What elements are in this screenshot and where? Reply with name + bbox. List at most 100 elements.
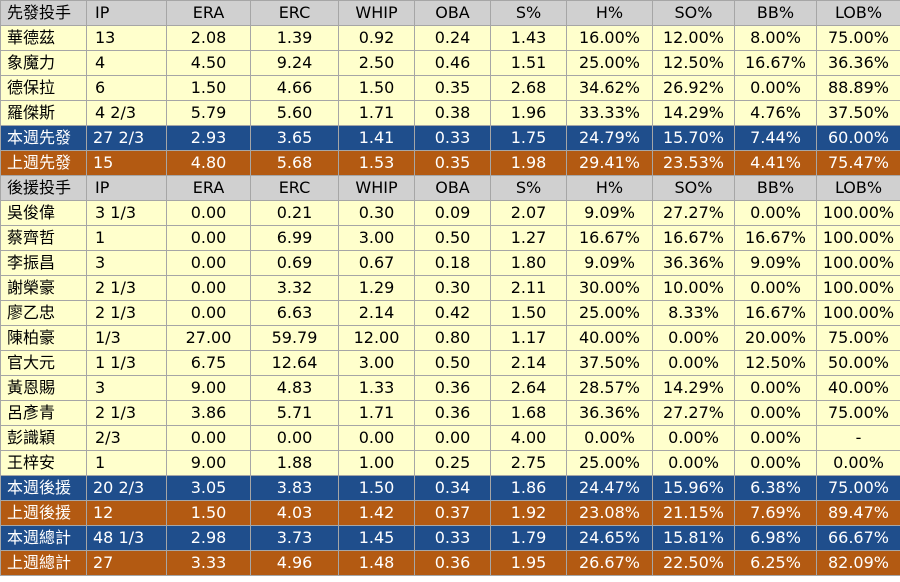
cell-whip: 0.00 <box>338 425 415 451</box>
cell-s-pct: 1.96 <box>490 100 567 126</box>
cell-erc: 5.68 <box>250 150 339 176</box>
cell-erc: 0.00 <box>250 425 339 451</box>
cell-era: ERA <box>166 175 251 201</box>
cell-lob-pct: 37.50% <box>816 100 900 126</box>
cell-bb-pct: 7.69% <box>734 500 817 526</box>
cell-ip: 13 <box>86 25 167 51</box>
cell-oba: 0.25 <box>414 450 491 476</box>
cell-erc: 5.71 <box>250 400 339 426</box>
cell-whip: 1.50 <box>338 475 415 501</box>
cell-ip: 48 1/3 <box>86 525 167 551</box>
cell-oba: 0.80 <box>414 325 491 351</box>
cell-oba: 0.18 <box>414 250 491 276</box>
cell-h-pct: 24.79% <box>566 125 653 151</box>
cell-lob-pct: 100.00% <box>816 225 900 251</box>
starter-row: 德保拉 6 1.50 4.66 1.50 0.35 2.68 34.62% 26.92% 0.00… <box>0 75 900 101</box>
cell-oba: OBA <box>414 175 491 201</box>
cell-lob-pct: 75.00% <box>816 475 900 501</box>
cell-name: 呂彥青 <box>0 400 87 426</box>
starters-last-week-row: 上週先發 15 4.80 5.68 1.53 0.35 1.98 29.41% 23.53% 4.… <box>0 150 900 176</box>
totals-last-week-row: 上週總計 27 3.33 4.96 1.48 0.36 1.95 26.67% 22.50% 6.… <box>0 550 900 576</box>
cell-whip: 1.41 <box>338 125 415 151</box>
cell-ip: 1 <box>86 225 167 251</box>
cell-name: 華德茲 <box>0 25 87 51</box>
cell-s-pct: 1.98 <box>490 150 567 176</box>
cell-ip: 6 <box>86 75 167 101</box>
cell-era: 0.00 <box>166 225 251 251</box>
cell-era: 2.98 <box>166 525 251 551</box>
cell-oba: 0.36 <box>414 550 491 576</box>
cell-oba: 0.50 <box>414 225 491 251</box>
cell-so-pct: 26.92% <box>652 75 735 101</box>
cell-erc: 59.79 <box>250 325 339 351</box>
cell-name: 彭識穎 <box>0 425 87 451</box>
cell-name: 本週後援 <box>0 475 87 501</box>
cell-name: 象魔力 <box>0 50 87 76</box>
cell-era: 0.00 <box>166 200 251 226</box>
cell-ip: 27 2/3 <box>86 125 167 151</box>
cell-name: 本週先發 <box>0 125 87 151</box>
cell-name: 後援投手 <box>0 175 87 201</box>
cell-s-pct: 1.68 <box>490 400 567 426</box>
cell-so-pct: 21.15% <box>652 500 735 526</box>
cell-name: 上週後援 <box>0 500 87 526</box>
cell-lob-pct: 100.00% <box>816 200 900 226</box>
cell-ip: 1 1/3 <box>86 350 167 376</box>
cell-oba: 0.35 <box>414 75 491 101</box>
cell-whip: 1.53 <box>338 150 415 176</box>
cell-so-pct: 0.00% <box>652 350 735 376</box>
cell-so-pct: 15.81% <box>652 525 735 551</box>
cell-h-pct: 9.09% <box>566 250 653 276</box>
cell-erc: 0.69 <box>250 250 339 276</box>
cell-lob-pct: 75.00% <box>816 25 900 51</box>
cell-bb-pct: 16.67% <box>734 50 817 76</box>
cell-so-pct: 27.27% <box>652 200 735 226</box>
reliever-row: 吳俊偉 3 1/3 0.00 0.21 0.30 0.09 2.07 9.09% 27.27% 0… <box>0 200 900 226</box>
cell-lob-pct: 82.09% <box>816 550 900 576</box>
cell-oba: 0.35 <box>414 150 491 176</box>
reliever-row: 陳柏豪 1/3 27.00 59.79 12.00 0.80 1.17 40.00% 0.00%… <box>0 325 900 351</box>
cell-whip: 2.50 <box>338 50 415 76</box>
cell-era: 1.50 <box>166 75 251 101</box>
cell-ip: 12 <box>86 500 167 526</box>
cell-erc: 3.73 <box>250 525 339 551</box>
cell-lob-pct: 75.00% <box>816 325 900 351</box>
cell-bb-pct: 0.00% <box>734 200 817 226</box>
cell-erc: 4.03 <box>250 500 339 526</box>
cell-erc: 4.96 <box>250 550 339 576</box>
cell-h-pct: 29.41% <box>566 150 653 176</box>
cell-so-pct: 12.00% <box>652 25 735 51</box>
cell-oba: 0.46 <box>414 50 491 76</box>
cell-lob-pct: LOB% <box>816 175 900 201</box>
cell-bb-pct: 4.76% <box>734 100 817 126</box>
cell-so-pct: SO% <box>652 175 735 201</box>
cell-lob-pct: 50.00% <box>816 350 900 376</box>
cell-ip: 2 1/3 <box>86 300 167 326</box>
cell-whip: 1.45 <box>338 525 415 551</box>
cell-ip: 2 1/3 <box>86 275 167 301</box>
cell-so-pct: 0.00% <box>652 450 735 476</box>
cell-s-pct: 1.17 <box>490 325 567 351</box>
cell-era: 3.33 <box>166 550 251 576</box>
cell-oba: 0.38 <box>414 100 491 126</box>
cell-oba: 0.34 <box>414 475 491 501</box>
cell-so-pct: 14.29% <box>652 375 735 401</box>
cell-h-pct: 37.50% <box>566 350 653 376</box>
cell-s-pct: 2.14 <box>490 350 567 376</box>
cell-bb-pct: 4.41% <box>734 150 817 176</box>
cell-s-pct: S% <box>490 0 567 26</box>
cell-so-pct: 10.00% <box>652 275 735 301</box>
cell-name: 黃恩賜 <box>0 375 87 401</box>
cell-name: 廖乙忠 <box>0 300 87 326</box>
cell-h-pct: 36.36% <box>566 400 653 426</box>
cell-bb-pct: 9.09% <box>734 250 817 276</box>
cell-oba: 0.33 <box>414 125 491 151</box>
cell-lob-pct: 66.67% <box>816 525 900 551</box>
cell-whip: WHIP <box>338 0 415 26</box>
cell-oba: 0.42 <box>414 300 491 326</box>
cell-so-pct: 0.00% <box>652 425 735 451</box>
cell-era: 27.00 <box>166 325 251 351</box>
cell-whip: 1.42 <box>338 500 415 526</box>
cell-bb-pct: BB% <box>734 175 817 201</box>
relievers-last-week-row: 上週後援 12 1.50 4.03 1.42 0.37 1.92 23.08% 21.15% 7.… <box>0 500 900 526</box>
